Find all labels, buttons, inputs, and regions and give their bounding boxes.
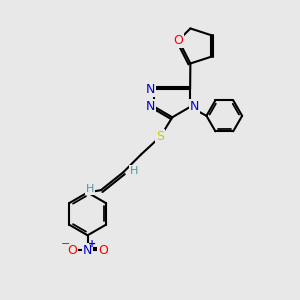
Text: H: H: [130, 166, 139, 176]
Text: N: N: [83, 244, 92, 257]
Text: N: N: [190, 100, 199, 113]
Text: O: O: [98, 244, 108, 257]
Text: O: O: [67, 244, 77, 257]
Text: N: N: [145, 82, 155, 96]
Text: +: +: [88, 238, 96, 249]
Text: N: N: [145, 100, 155, 113]
Text: −: −: [61, 238, 70, 249]
Text: S: S: [156, 130, 164, 143]
Text: O: O: [174, 34, 184, 47]
Text: H: H: [85, 184, 94, 194]
